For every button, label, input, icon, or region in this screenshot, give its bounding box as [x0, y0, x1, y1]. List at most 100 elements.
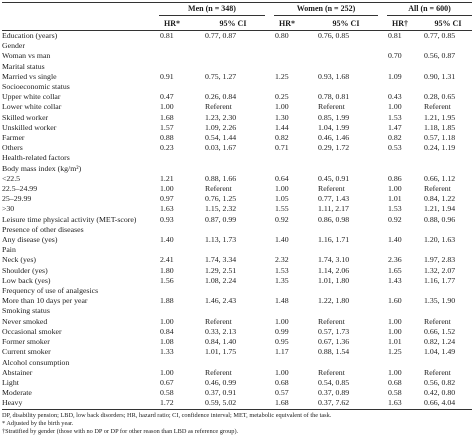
cell-men-ci: 1.15, 2.32: [205, 204, 237, 214]
cell-men-hr: 1.00: [160, 367, 174, 377]
cell-all-ci: [424, 62, 472, 72]
cell-all-hr: 1.00: [388, 102, 402, 112]
cell-all-hr: 0.70: [388, 51, 402, 61]
cell-men-ci: Referent: [205, 184, 232, 194]
row-label: Low back (yes): [2, 275, 51, 285]
results-table-container: Men (n = 348) Women (n = 252) All (n = 6…: [2, 2, 472, 436]
cell-men-ci: [205, 225, 275, 235]
row-label: Marital status: [2, 61, 45, 71]
cell-women-hr: 1.17: [275, 347, 289, 357]
cell-women-hr: [275, 62, 318, 72]
cell-all-hr: [388, 164, 424, 174]
group-header-men: Men (n = 348): [159, 3, 265, 16]
cell-all-hr: [388, 306, 424, 316]
row-label: Health-related factors: [2, 153, 70, 163]
cell-men-ci: 0.33, 2.13: [205, 326, 237, 336]
table-row: 25–29.99 0.97 0.76, 1.25 1.05 0.77, 1.43 1.01…: [2, 194, 472, 204]
cell-all-ci: Referent: [424, 102, 451, 112]
cell-men-ci: [205, 286, 275, 296]
cell-all-hr: 0.68: [388, 377, 402, 387]
cell-men-ci: [205, 62, 275, 72]
cell-women-ci: 0.77, 1.43: [318, 194, 350, 204]
cell-women-ci: [318, 153, 388, 163]
row-label: Occasional smoker: [2, 326, 62, 336]
group-underline: [387, 15, 472, 16]
cell-all-ci: 0.57, 1.18: [424, 133, 456, 143]
section-row: Presence of other diseases: [2, 225, 472, 235]
table-header: Men (n = 348) Women (n = 252) All (n = 6…: [2, 3, 472, 30]
cell-all-hr: 1.00: [388, 326, 402, 336]
group-header-women: Women (n = 252): [274, 3, 378, 16]
cell-men-ci: 0.59, 5.02: [205, 398, 237, 408]
cell-all-ci: Referent: [424, 367, 451, 377]
cell-all-hr: 1.65: [388, 265, 402, 275]
cell-all-hr: 0.58: [388, 388, 402, 398]
cell-all-hr: 1.53: [388, 112, 402, 122]
group-label-men: Men (n = 348): [188, 4, 236, 13]
table-row: Any disease (yes) 1.40 1.13, 1.73 1.40 1.16,…: [2, 235, 472, 245]
group-label-all: All (n = 600): [408, 4, 451, 13]
cell-women-ci: 0.46, 1.46: [318, 133, 350, 143]
cell-women-hr: 0.80: [275, 31, 289, 40]
cell-all-ci: Referent: [424, 184, 451, 194]
cell-women-ci: 0.85, 1.99: [318, 112, 350, 122]
row-label: Pain: [2, 245, 16, 255]
cell-men-hr: [160, 245, 205, 255]
row-label: Unskilled worker: [2, 122, 57, 132]
row-label: Education (years): [2, 31, 58, 40]
cell-women-hr: [275, 164, 318, 174]
table-row: Married vs single 0.91 0.75, 1.27 1.25 0.93,…: [2, 72, 472, 82]
cell-men-ci: 1.74, 3.34: [205, 255, 237, 265]
cell-men-hr: 1.40: [160, 235, 174, 245]
cell-women-hr: [275, 41, 318, 51]
subheader-ci-all: 95% CI: [434, 19, 462, 28]
table-row: Lower white collar 1.00 Referent 1.00 Refere…: [2, 102, 472, 112]
cell-men-ci: 0.88, 1.66: [205, 173, 237, 183]
cell-men-hr: [160, 358, 205, 368]
cell-all-ci: 0.66, 1.12: [424, 173, 456, 183]
cell-men-hr: 0.91: [160, 71, 174, 81]
cell-men-hr: 2.41: [160, 255, 174, 265]
row-label: Presence of other diseases: [2, 224, 84, 234]
cell-men-hr: [160, 286, 205, 296]
cell-women-hr: 1.30: [275, 112, 289, 122]
table-row: More than 10 days per year 1.88 1.46, 2.43…: [2, 296, 472, 306]
cell-men-hr: [160, 164, 205, 174]
cell-all-ci: 0.66, 1.52: [424, 326, 456, 336]
cell-men-hr: 0.93: [160, 214, 174, 224]
cell-all-ci: 1.16, 1.77: [424, 275, 456, 285]
cell-all-ci: [424, 245, 472, 255]
cell-all-hr: 0.82: [388, 133, 402, 143]
cell-all-ci: 1.32, 2.07: [424, 265, 456, 275]
section-row: Marital status: [2, 62, 472, 72]
cell-all-hr: 1.47: [388, 122, 402, 132]
table-row: Light 0.67 0.46, 0.99 0.68 0.54, 0.85 0.68 0.5…: [2, 378, 472, 388]
cell-all-hr: 1.25: [388, 347, 402, 357]
cell-women-hr: 1.55: [275, 204, 289, 214]
cell-all-hr: [388, 82, 424, 92]
cell-women-hr: 1.00: [275, 184, 289, 194]
group-underline: [274, 15, 378, 16]
results-table: Education (years) 0.81 0.77, 0.87 0.80 0.76,…: [2, 31, 472, 409]
cell-women-ci: 1.11, 2.17: [318, 204, 349, 214]
cell-all-ci: 0.77, 0.85: [424, 31, 456, 40]
cell-all-ci: [424, 306, 472, 316]
cell-all-hr: 1.53: [388, 204, 402, 214]
cell-all-ci: 1.97, 2.83: [424, 255, 456, 265]
cell-women-hr: 1.00: [275, 367, 289, 377]
cell-men-hr: 1.68: [160, 112, 174, 122]
row-label: <22.5: [2, 173, 21, 183]
cell-women-ci: 1.22, 1.80: [318, 296, 350, 306]
cell-women-ci: [318, 51, 388, 61]
table-row: Unskilled worker 1.57 1.09, 2.26 1.44 1.04, …: [2, 123, 472, 133]
cell-men-ci: [205, 82, 275, 92]
table-row: Occasional smoker 0.84 0.33, 2.13 0.99 0.57,…: [2, 327, 472, 337]
section-row: Gender: [2, 41, 472, 51]
section-row: Health-related factors: [2, 153, 472, 163]
cell-men-ci: 0.76, 1.25: [205, 194, 237, 204]
cell-women-hr: 0.71: [275, 143, 289, 153]
cell-women-hr: 1.00: [275, 316, 289, 326]
row-label: Body mass index (kg/m²): [2, 163, 82, 173]
cell-all-ci: 0.88, 0.96: [424, 214, 456, 224]
cell-men-hr: 0.88: [160, 133, 174, 143]
